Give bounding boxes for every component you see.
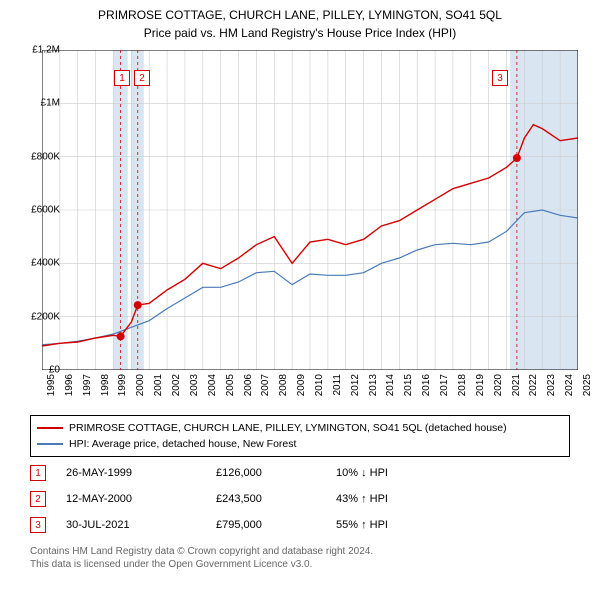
- ytick-label: £800K: [31, 151, 60, 162]
- xtick-label: 2000: [135, 374, 146, 396]
- legend: PRIMROSE COTTAGE, CHURCH LANE, PILLEY, L…: [30, 415, 570, 457]
- transaction-row: 3 30-JUL-2021£795,00055% ↑ HPI: [30, 512, 570, 538]
- xtick-label: 2005: [225, 374, 236, 396]
- legend-item: HPI: Average price, detached house, New …: [37, 436, 563, 452]
- event-marker-dot: [117, 332, 125, 340]
- event-marker-dot: [513, 154, 521, 162]
- transaction-delta: 55% ↑ HPI: [336, 519, 456, 531]
- xtick-label: 2016: [421, 374, 432, 396]
- transaction-price: £243,500: [216, 493, 336, 505]
- event-label-box: 3: [492, 70, 508, 86]
- xtick-label: 2021: [511, 374, 522, 396]
- ytick-label: £1M: [41, 98, 60, 109]
- legend-swatch: [37, 443, 63, 445]
- xtick-label: 2015: [403, 374, 414, 396]
- ytick-label: £1.2M: [32, 45, 60, 56]
- xtick-label: 1997: [82, 374, 93, 396]
- xtick-label: 1998: [100, 374, 111, 396]
- event-marker-dot: [134, 301, 142, 309]
- footer-attribution: Contains HM Land Registry data © Crown c…: [30, 545, 570, 571]
- transaction-date: 26-MAY-1999: [66, 467, 216, 479]
- chart-container: PRIMROSE COTTAGE, CHURCH LANE, PILLEY, L…: [0, 0, 600, 590]
- transaction-date: 30-JUL-2021: [66, 519, 216, 531]
- transaction-date: 12-MAY-2000: [66, 493, 216, 505]
- xtick-label: 2017: [439, 374, 450, 396]
- chart-plot: [42, 50, 578, 370]
- ytick-label: £200K: [31, 311, 60, 322]
- transaction-price: £126,000: [216, 467, 336, 479]
- xtick-label: 2012: [350, 374, 361, 396]
- xtick-label: 2002: [171, 374, 182, 396]
- xtick-label: 2014: [385, 374, 396, 396]
- transaction-delta: 10% ↓ HPI: [336, 467, 456, 479]
- legend-text: HPI: Average price, detached house, New …: [69, 438, 296, 450]
- xtick-label: 2013: [368, 374, 379, 396]
- footer-line1: Contains HM Land Registry data © Crown c…: [30, 545, 570, 558]
- xtick-label: 2024: [564, 374, 575, 396]
- transaction-number-box: 3: [30, 517, 46, 533]
- legend-text: PRIMROSE COTTAGE, CHURCH LANE, PILLEY, L…: [69, 422, 507, 434]
- event-label-box: 1: [114, 70, 130, 86]
- footer-line2: This data is licensed under the Open Gov…: [30, 558, 570, 571]
- transaction-number-box: 2: [30, 491, 46, 507]
- xtick-label: 1995: [46, 374, 57, 396]
- chart-svg: [42, 50, 578, 370]
- transaction-number-box: 1: [30, 465, 46, 481]
- xtick-label: 2011: [332, 374, 343, 396]
- xtick-label: 2020: [493, 374, 504, 396]
- xtick-label: 2010: [314, 374, 325, 396]
- event-label-box: 2: [134, 70, 150, 86]
- transaction-row: 2 12-MAY-2000£243,50043% ↑ HPI: [30, 486, 570, 512]
- page-title: PRIMROSE COTTAGE, CHURCH LANE, PILLEY, L…: [0, 0, 600, 24]
- xtick-label: 2019: [475, 374, 486, 396]
- xtick-label: 2008: [278, 374, 289, 396]
- transaction-price: £795,000: [216, 519, 336, 531]
- xtick-label: 1996: [64, 374, 75, 396]
- xtick-label: 2006: [243, 374, 254, 396]
- legend-item: PRIMROSE COTTAGE, CHURCH LANE, PILLEY, L…: [37, 420, 563, 436]
- xtick-label: 1999: [117, 374, 128, 396]
- transaction-delta: 43% ↑ HPI: [336, 493, 456, 505]
- legend-swatch: [37, 427, 63, 429]
- transaction-row: 1 26-MAY-1999£126,00010% ↓ HPI: [30, 460, 570, 486]
- xtick-label: 2001: [153, 374, 164, 396]
- xtick-label: 2022: [528, 374, 539, 396]
- xtick-label: 2003: [189, 374, 200, 396]
- xtick-label: 2009: [296, 374, 307, 396]
- ytick-label: £600K: [31, 205, 60, 216]
- page-subtitle: Price paid vs. HM Land Registry's House …: [0, 24, 600, 40]
- xtick-label: 2018: [457, 374, 468, 396]
- xtick-label: 2025: [582, 374, 593, 396]
- xtick-label: 2007: [260, 374, 271, 396]
- xtick-label: 2004: [207, 374, 218, 396]
- transaction-table: 1 26-MAY-1999£126,00010% ↓ HPI 2 12-MAY-200…: [30, 460, 570, 538]
- xtick-label: 2023: [546, 374, 557, 396]
- ytick-label: £400K: [31, 258, 60, 269]
